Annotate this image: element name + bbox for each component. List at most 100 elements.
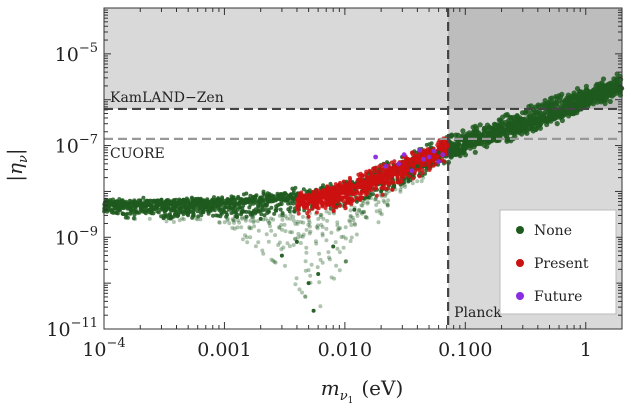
- point-none: [158, 207, 163, 212]
- point-none: [202, 198, 207, 203]
- point-none: [235, 207, 240, 212]
- point-none: [225, 216, 230, 221]
- point-none: [235, 225, 240, 230]
- point-none: [357, 207, 362, 212]
- point-none: [572, 95, 579, 101]
- point-none: [220, 195, 225, 200]
- point-present: [310, 206, 315, 211]
- point-none: [500, 128, 506, 134]
- point-none: [343, 225, 348, 230]
- point-present: [389, 160, 394, 165]
- point-none: [324, 238, 329, 243]
- point-none: [295, 221, 300, 226]
- point-none: [274, 204, 279, 209]
- point-present: [360, 181, 365, 186]
- point-none: [553, 94, 559, 100]
- point-none: [479, 132, 485, 138]
- point-none: [240, 216, 245, 221]
- point-none: [206, 209, 211, 214]
- point-none: [474, 129, 480, 135]
- point-present: [331, 203, 336, 208]
- point-present: [420, 171, 425, 175]
- point-none: [337, 226, 341, 231]
- point-none: [256, 228, 261, 233]
- point-none: [243, 218, 248, 223]
- point-present: [367, 168, 372, 173]
- point-none: [590, 101, 597, 107]
- point-none: [542, 110, 548, 116]
- point-none: [264, 232, 269, 237]
- point-none: [277, 226, 282, 230]
- point-none: [211, 213, 215, 218]
- point-none: [248, 212, 253, 217]
- legend-marker-future: [516, 292, 524, 300]
- point-none: [266, 194, 271, 198]
- point-none: [280, 227, 284, 232]
- point-none: [507, 114, 513, 120]
- point-none: [293, 236, 297, 241]
- point-none: [318, 257, 323, 262]
- point-none: [121, 212, 126, 216]
- point-none: [111, 203, 116, 208]
- point-present: [328, 196, 333, 201]
- point-none: [269, 257, 274, 262]
- point-none: [296, 235, 300, 240]
- y-tick-label: 10−11: [46, 316, 98, 341]
- axis-ticks: 10−4 0.001 0.010 0.100 1 10−11 10−9 10−7 10−5: [46, 8, 623, 361]
- point-present: [356, 178, 361, 182]
- point-none: [131, 216, 136, 221]
- point-none: [348, 208, 353, 213]
- point-none: [226, 207, 231, 212]
- point-none: [304, 227, 309, 232]
- point-present: [296, 211, 301, 216]
- point-none: [314, 241, 319, 246]
- y-tick-label: 10−9: [55, 224, 98, 249]
- scatter-points: [102, 71, 625, 313]
- point-none: [273, 260, 278, 265]
- point-none: [208, 200, 213, 205]
- point-none: [332, 276, 337, 281]
- point-none: [587, 95, 593, 101]
- point-none: [251, 208, 256, 213]
- point-none: [303, 259, 308, 264]
- point-none: [349, 235, 354, 240]
- point-present: [409, 150, 414, 155]
- point-present: [344, 195, 349, 200]
- bound-labels: KamLAND−Zen CUORE Planck: [110, 90, 502, 321]
- point-none: [230, 225, 235, 230]
- point-none: [385, 203, 390, 208]
- point-none: [239, 225, 244, 230]
- point-none: [244, 214, 249, 219]
- point-none: [263, 207, 268, 212]
- point-present: [349, 183, 354, 188]
- point-present: [407, 163, 412, 168]
- point-none: [304, 245, 309, 250]
- point-none: [141, 203, 146, 208]
- point-none: [254, 193, 259, 198]
- point-none: [181, 217, 186, 222]
- point-none: [527, 117, 533, 123]
- point-none: [419, 179, 424, 184]
- point-none: [287, 244, 292, 249]
- point-present: [299, 190, 304, 195]
- point-none: [496, 126, 502, 132]
- point-none: [360, 211, 364, 216]
- point-present: [342, 183, 347, 188]
- point-none: [583, 88, 589, 94]
- point-none: [293, 221, 298, 226]
- point-none: [283, 263, 287, 268]
- x-tick-label: 0.010: [318, 339, 372, 361]
- point-future: [431, 148, 437, 154]
- point-none: [261, 251, 266, 256]
- point-none: [275, 194, 280, 199]
- legend: None Present Future: [499, 209, 617, 315]
- point-none: [547, 102, 553, 108]
- point-present: [442, 159, 447, 164]
- point-present: [328, 187, 333, 191]
- point-none: [133, 217, 138, 221]
- cuore-label: CUORE: [110, 146, 165, 162]
- point-none: [149, 210, 154, 215]
- point-none: [131, 202, 136, 207]
- point-none: [455, 132, 461, 138]
- point-present: [295, 205, 300, 210]
